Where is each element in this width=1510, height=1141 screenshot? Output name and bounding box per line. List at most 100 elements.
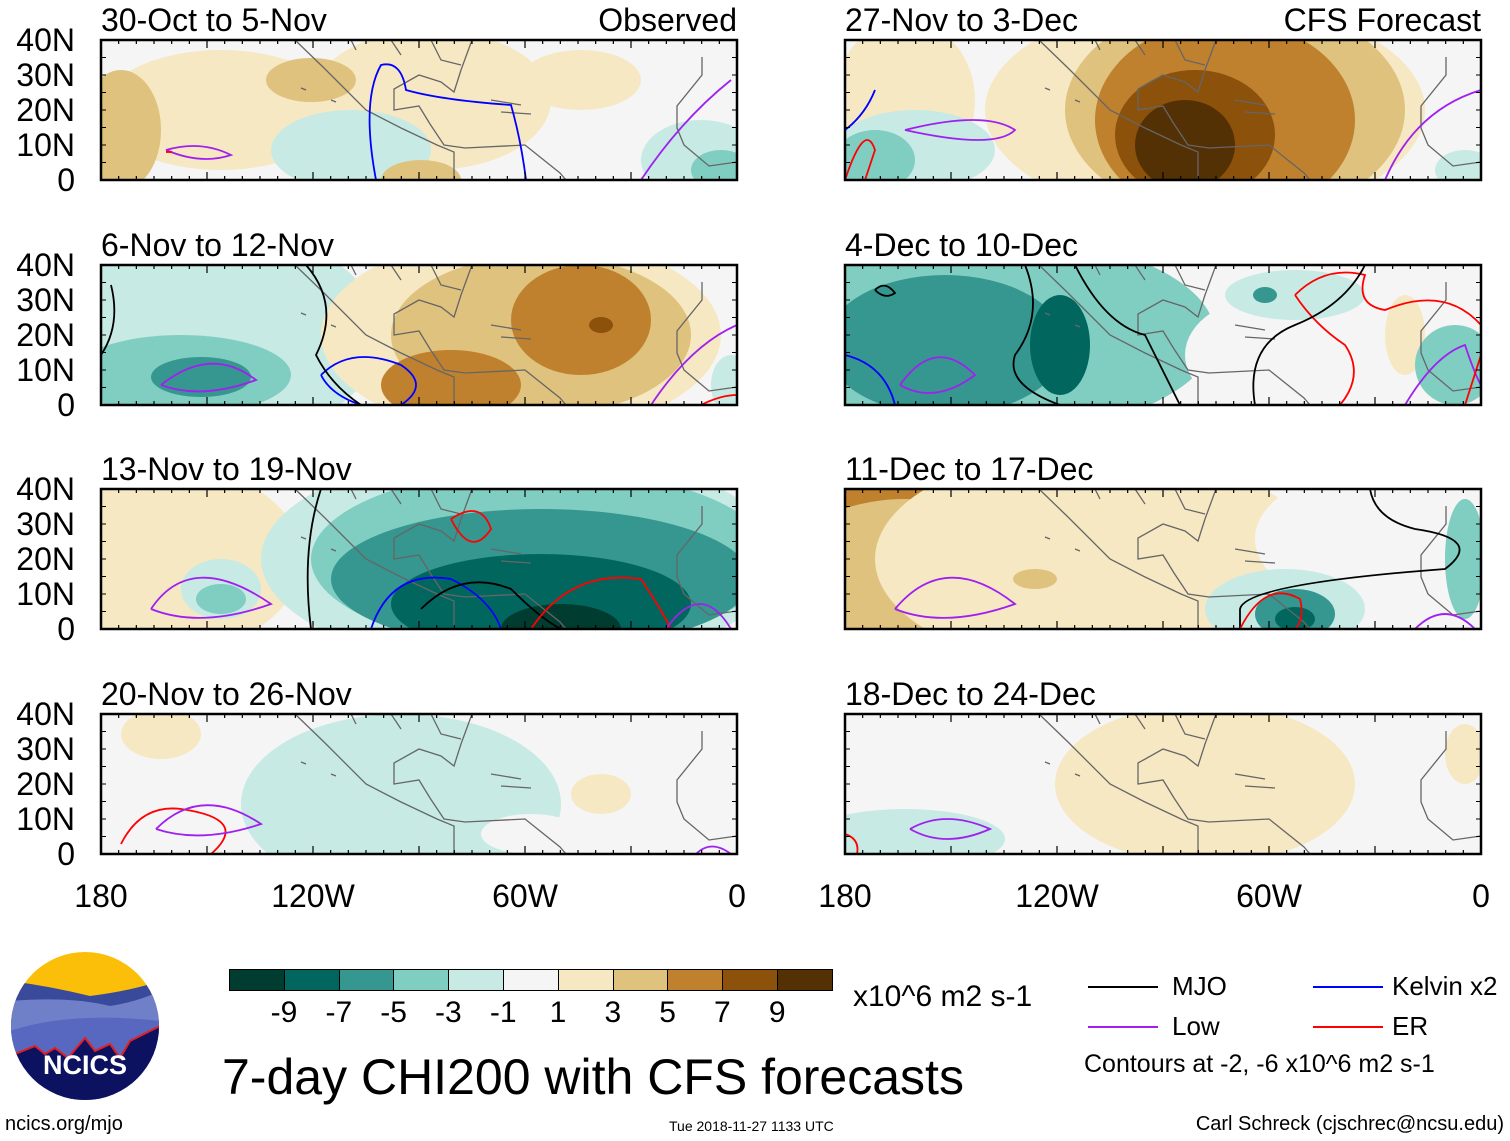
coastline bbox=[1044, 87, 1276, 115]
lat-tick-label: 20N bbox=[16, 766, 75, 802]
coastline bbox=[393, 714, 567, 854]
er-contour bbox=[120, 807, 227, 854]
map-panel bbox=[843, 712, 1483, 856]
colorbar-swatch bbox=[557, 969, 614, 991]
low-contour bbox=[165, 145, 234, 160]
mjo-contour bbox=[1239, 489, 1461, 629]
lat-tick-label: 0 bbox=[57, 836, 75, 872]
low-contour bbox=[909, 818, 993, 840]
chi200-anomaly-region bbox=[271, 110, 431, 180]
source-url: ncics.org/mjo bbox=[5, 1113, 123, 1135]
coastline bbox=[1044, 536, 1276, 564]
timestamp: Tue 2018-11-27 1133 UTC bbox=[669, 1118, 834, 1134]
chi200-anomaly-region bbox=[1185, 295, 1365, 405]
coastline bbox=[350, 714, 462, 740]
chi200-anomaly-region bbox=[571, 774, 631, 814]
low-contour bbox=[904, 119, 1017, 141]
lat-tick-label: 20N bbox=[16, 541, 75, 577]
mjo-contour bbox=[420, 581, 562, 629]
lat-tick-label: 40N bbox=[16, 696, 75, 732]
lat-tick-label: 0 bbox=[57, 387, 75, 423]
chi200-anomaly-region bbox=[501, 604, 621, 629]
coastline bbox=[1044, 761, 1276, 789]
lon-tick-label: 60W bbox=[1236, 878, 1302, 914]
coastline bbox=[1094, 40, 1206, 66]
colorbar-swatch bbox=[393, 969, 450, 991]
chi200-anomaly-region bbox=[381, 160, 461, 180]
legend-line-low bbox=[1088, 1026, 1158, 1028]
legend-line-er bbox=[1313, 1026, 1383, 1028]
coastline bbox=[1420, 731, 1481, 841]
coastline bbox=[1137, 714, 1311, 854]
lat-tick-label: 30N bbox=[16, 506, 75, 542]
colorbar-label: -1 bbox=[489, 996, 517, 1029]
coastline bbox=[1038, 40, 1199, 180]
legend-line-kelvin bbox=[1313, 986, 1383, 988]
colorbar-swatch bbox=[283, 969, 340, 991]
lon-tick-label: 0 bbox=[1472, 878, 1490, 914]
chi200-anomaly-region bbox=[121, 714, 201, 759]
colorbar-swatch bbox=[503, 969, 559, 991]
coastline bbox=[300, 536, 532, 564]
coastline bbox=[300, 761, 532, 789]
chi200-anomaly-region bbox=[241, 714, 561, 854]
map-panel bbox=[99, 487, 739, 631]
coastline bbox=[350, 265, 462, 291]
chi200-anomaly-region bbox=[711, 355, 737, 405]
legend-label: Low bbox=[1172, 1011, 1220, 1041]
colorbar-label: 7 bbox=[714, 996, 731, 1029]
er-contour bbox=[1239, 592, 1303, 629]
mjo-contour bbox=[101, 284, 116, 356]
lat-tick-label: 0 bbox=[57, 162, 75, 198]
panel-title: 6-Nov to 12-Nov bbox=[101, 227, 334, 263]
low-contour bbox=[160, 362, 258, 393]
lon-tick-label: 180 bbox=[74, 878, 128, 914]
lat-tick-label: 0 bbox=[57, 611, 75, 647]
colorbar-label: 9 bbox=[768, 996, 786, 1029]
colorbar-swatch bbox=[229, 969, 285, 991]
kelvin-contour bbox=[845, 354, 896, 405]
chi200-anomaly-region bbox=[1385, 295, 1425, 375]
low-contour bbox=[150, 576, 273, 619]
coastline bbox=[1094, 265, 1206, 291]
chi200-anomaly-region bbox=[391, 554, 691, 629]
colorbar-label: -9 bbox=[270, 996, 298, 1029]
coastline bbox=[1420, 57, 1481, 167]
coastline bbox=[294, 40, 455, 180]
er-contour bbox=[845, 833, 859, 854]
coastline bbox=[350, 40, 462, 66]
coastline bbox=[350, 489, 462, 515]
colorbar-label: -3 bbox=[435, 996, 462, 1029]
chi200-anomaly-region bbox=[1253, 287, 1277, 303]
low-contour bbox=[894, 576, 1017, 619]
er-contour bbox=[1464, 354, 1481, 405]
chi200-anomaly-region bbox=[381, 350, 521, 405]
logo-text: NCICS bbox=[43, 1050, 127, 1080]
legend-label: MJO bbox=[1172, 971, 1227, 1001]
colorbar-swatch bbox=[338, 969, 395, 991]
chi200-anomaly-region bbox=[589, 317, 613, 333]
low-contour bbox=[695, 845, 732, 854]
kelvin-contour bbox=[370, 576, 502, 629]
panel-title: 30-Oct to 5-Nov bbox=[101, 2, 327, 38]
lat-tick-label: 20N bbox=[16, 317, 75, 353]
coastline bbox=[294, 265, 455, 405]
colorbar-swatch bbox=[667, 969, 724, 991]
lon-tick-label: 60W bbox=[492, 878, 558, 914]
mjo-contour bbox=[305, 265, 362, 405]
er-contour bbox=[700, 394, 737, 405]
coastline bbox=[1044, 312, 1276, 340]
coastline bbox=[1094, 714, 1206, 740]
lat-tick-label: 10N bbox=[16, 352, 75, 388]
coastline bbox=[393, 489, 567, 629]
contour-note: Contours at -2, -6 x10^6 m2 s-1 bbox=[1084, 1050, 1435, 1078]
chi200-anomaly-region bbox=[196, 584, 246, 614]
colorbar-swatch bbox=[777, 969, 833, 991]
map-panel bbox=[843, 38, 1483, 182]
coastline bbox=[294, 489, 455, 629]
low-contour bbox=[155, 804, 264, 837]
chi200-anomaly-region bbox=[101, 70, 161, 180]
chi200-anomaly-region bbox=[1013, 569, 1057, 589]
panel-title: 13-Nov to 19-Nov bbox=[101, 451, 352, 487]
